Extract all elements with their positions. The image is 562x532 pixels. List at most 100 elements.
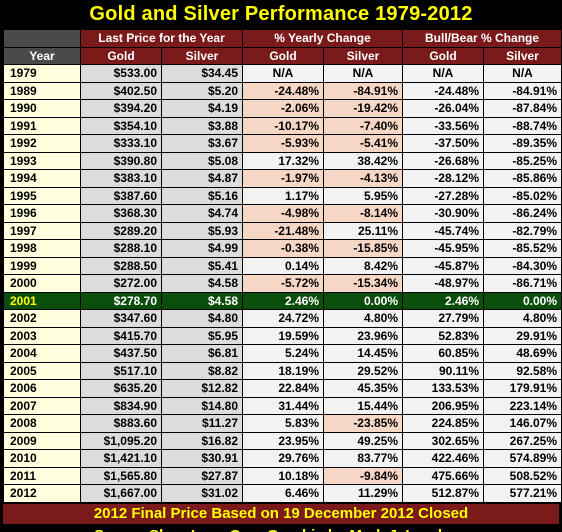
- value-cell: 31.44%: [243, 397, 324, 414]
- year-cell: 1995: [4, 187, 80, 204]
- value-cell: N/A: [403, 65, 484, 82]
- value-cell: $6.81: [162, 345, 243, 362]
- value-cell: 29.76%: [243, 450, 324, 467]
- value-cell: $533.00: [81, 65, 161, 82]
- group-header: % Yearly Change: [243, 30, 403, 47]
- value-cell: 2.46%: [403, 292, 484, 309]
- year-cell: 2012: [4, 485, 80, 502]
- value-cell: $14.80: [162, 397, 243, 414]
- column-header: Gold: [403, 47, 484, 64]
- value-cell: 267.25%: [484, 432, 562, 449]
- value-cell: -85.52%: [484, 240, 562, 257]
- value-cell: 15.44%: [324, 397, 403, 414]
- value-cell: -19.42%: [324, 100, 403, 117]
- value-cell: -86.71%: [484, 275, 562, 292]
- table-row: 2007 $834.90 $14.80 31.44% 15.44% 206.95% 223.…: [4, 397, 562, 414]
- column-header: Year: [4, 47, 80, 64]
- table-row: 1979 $533.00 $34.45 N/A N/A N/A N/A: [4, 65, 562, 82]
- value-cell: $4.87: [162, 170, 243, 187]
- value-cell: -23.85%: [324, 415, 403, 432]
- year-cell: 2009: [4, 432, 80, 449]
- value-cell: -24.48%: [243, 82, 324, 99]
- value-cell: -27.28%: [403, 187, 484, 204]
- value-cell: 1.17%: [243, 187, 324, 204]
- value-cell: $5.95: [162, 327, 243, 344]
- value-cell: -48.97%: [403, 275, 484, 292]
- value-cell: $437.50: [81, 345, 161, 362]
- value-cell: $1,565.80: [81, 467, 161, 484]
- year-cell: 2008: [4, 415, 80, 432]
- year-cell: 2007: [4, 397, 80, 414]
- value-cell: 38.42%: [324, 152, 403, 169]
- value-cell: -82.79%: [484, 222, 562, 239]
- column-header-row: Year Gold Silver Gold Silver Gold Silver: [4, 47, 562, 64]
- year-cell: 1989: [4, 82, 80, 99]
- table-row: 1995 $387.60 $5.16 1.17% 5.95% -27.28% -85.02%: [4, 187, 562, 204]
- value-cell: 90.11%: [403, 362, 484, 379]
- value-cell: $4.74: [162, 205, 243, 222]
- value-cell: $517.10: [81, 362, 161, 379]
- value-cell: 8.42%: [324, 257, 403, 274]
- value-cell: $12.82: [162, 380, 243, 397]
- value-cell: -10.17%: [243, 117, 324, 134]
- year-cell: 1997: [4, 222, 80, 239]
- value-cell: $288.10: [81, 240, 161, 257]
- value-cell: 27.79%: [403, 310, 484, 327]
- value-cell: $4.80: [162, 310, 243, 327]
- value-cell: $1,421.10: [81, 450, 161, 467]
- value-cell: $16.82: [162, 432, 243, 449]
- value-cell: 5.95%: [324, 187, 403, 204]
- value-cell: $1,095.20: [81, 432, 161, 449]
- value-cell: $5.41: [162, 257, 243, 274]
- table-row: 2001 $278.70 $4.58 2.46% 0.00% 2.46% 0.00%: [4, 292, 562, 309]
- value-cell: N/A: [324, 65, 403, 82]
- value-cell: 25.11%: [324, 222, 403, 239]
- value-cell: 29.91%: [484, 327, 562, 344]
- column-header: Gold: [243, 47, 324, 64]
- value-cell: 574.89%: [484, 450, 562, 467]
- value-cell: $383.10: [81, 170, 161, 187]
- value-cell: $333.10: [81, 135, 161, 152]
- column-header: Silver: [324, 47, 403, 64]
- column-header: Gold: [81, 47, 161, 64]
- column-header: Silver: [162, 47, 243, 64]
- value-cell: -37.50%: [403, 135, 484, 152]
- table-row: 2002 $347.60 $4.80 24.72% 4.80% 27.79% 4.80%: [4, 310, 562, 327]
- value-cell: -28.12%: [403, 170, 484, 187]
- value-cell: 422.46%: [403, 450, 484, 467]
- value-cell: $30.91: [162, 450, 243, 467]
- value-cell: -5.41%: [324, 135, 403, 152]
- value-cell: -2.06%: [243, 100, 324, 117]
- value-cell: $834.90: [81, 397, 161, 414]
- year-cell: 1991: [4, 117, 80, 134]
- value-cell: -4.98%: [243, 205, 324, 222]
- value-cell: 2.46%: [243, 292, 324, 309]
- table-row: 1994 $383.10 $4.87 -1.97% -4.13% -28.12% -85.8…: [4, 170, 562, 187]
- header-blank: [4, 30, 80, 47]
- table-row: 2008 $883.60 $11.27 5.83% -23.85% 224.85% 146.…: [4, 415, 562, 432]
- value-cell: -30.90%: [403, 205, 484, 222]
- table-body: 1979 $533.00 $34.45 N/A N/A N/A N/A 1989 $402.50…: [4, 65, 562, 502]
- value-cell: 0.00%: [484, 292, 562, 309]
- table-row: 2006 $635.20 $12.82 22.84% 45.35% 133.53% 179.…: [4, 380, 562, 397]
- value-cell: $3.88: [162, 117, 243, 134]
- table-row: 2005 $517.10 $8.82 18.19% 29.52% 90.11% 92.58%: [4, 362, 562, 379]
- value-cell: $4.58: [162, 275, 243, 292]
- value-cell: -84.91%: [324, 82, 403, 99]
- value-cell: 11.29%: [324, 485, 403, 502]
- value-cell: N/A: [243, 65, 324, 82]
- value-cell: 4.80%: [484, 310, 562, 327]
- table-row: 1996 $368.30 $4.74 -4.98% -8.14% -30.90% -86.2…: [4, 205, 562, 222]
- year-cell: 1993: [4, 152, 80, 169]
- value-cell: $390.80: [81, 152, 161, 169]
- value-cell: -26.04%: [403, 100, 484, 117]
- value-cell: 206.95%: [403, 397, 484, 414]
- value-cell: $347.60: [81, 310, 161, 327]
- value-cell: $635.20: [81, 380, 161, 397]
- value-cell: $8.82: [162, 362, 243, 379]
- table-row: 2010 $1,421.10 $30.91 29.76% 83.77% 422.46% 57…: [4, 450, 562, 467]
- value-cell: -85.86%: [484, 170, 562, 187]
- value-cell: $402.50: [81, 82, 161, 99]
- value-cell: -15.85%: [324, 240, 403, 257]
- value-cell: $5.20: [162, 82, 243, 99]
